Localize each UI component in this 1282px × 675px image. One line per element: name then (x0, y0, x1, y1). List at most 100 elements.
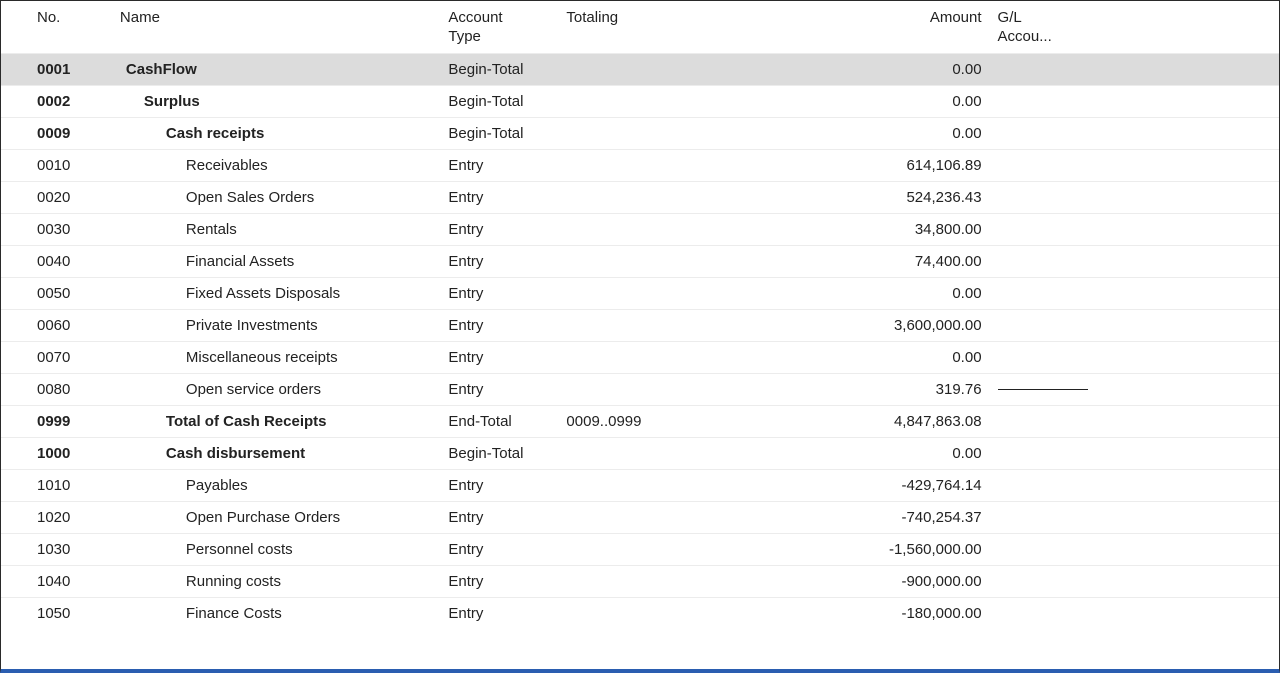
header-account-type[interactable]: Account Type (442, 1, 560, 53)
cell-no[interactable]: 1010 (1, 469, 114, 501)
cell-gl-account[interactable] (992, 405, 1279, 437)
table-row[interactable]: 0040Financial AssetsEntry 74,400.00 (1, 245, 1279, 277)
cell-name[interactable]: Rentals (114, 213, 442, 245)
cell-gl-account[interactable] (992, 597, 1279, 629)
cell-totaling[interactable] (560, 565, 827, 597)
cell-account-type[interactable]: Begin-Total (442, 85, 560, 117)
cell-totaling[interactable] (560, 245, 827, 277)
cell-totaling[interactable] (560, 181, 827, 213)
cell-gl-account[interactable] (992, 565, 1279, 597)
cell-amount[interactable]: 0.00 (827, 277, 991, 309)
header-totaling[interactable]: Totaling (560, 1, 827, 53)
header-no[interactable]: No. (1, 1, 114, 53)
cell-account-type[interactable]: Entry (442, 309, 560, 341)
cell-no[interactable]: 1030 (1, 533, 114, 565)
cell-name[interactable]: Total of Cash Receipts (114, 405, 442, 437)
cell-no[interactable]: 0002 (1, 85, 114, 117)
cell-amount[interactable]: 614,106.89 (827, 149, 991, 181)
cell-totaling[interactable] (560, 149, 827, 181)
table-row[interactable]: 1050Finance CostsEntry -180,000.00 (1, 597, 1279, 629)
cell-totaling[interactable] (560, 213, 827, 245)
cell-no[interactable]: 0070 (1, 341, 114, 373)
table-row[interactable]: 1040Running costsEntry-900,000.00 (1, 565, 1279, 597)
cell-account-type[interactable]: Begin-Total (442, 117, 560, 149)
cell-amount[interactable]: 319.76 (827, 373, 991, 405)
cell-no[interactable]: 0001 (1, 53, 114, 85)
cell-totaling[interactable] (560, 85, 827, 117)
cell-account-type[interactable]: Entry (442, 245, 560, 277)
table-row[interactable]: 0070Miscellaneous receiptsEntry 0.00 (1, 341, 1279, 373)
cell-account-type[interactable]: Entry (442, 373, 560, 405)
cell-amount[interactable]: 0.00 (827, 117, 991, 149)
cell-amount[interactable]: -180,000.00 (827, 597, 991, 629)
cell-gl-account[interactable] (992, 437, 1279, 469)
cell-account-type[interactable]: Entry (442, 149, 560, 181)
cell-name[interactable]: Private Investments (114, 309, 442, 341)
cell-no[interactable]: 0020 (1, 181, 114, 213)
header-name[interactable]: Name (114, 1, 442, 53)
cell-no[interactable]: 0010 (1, 149, 114, 181)
cell-amount[interactable]: -900,000.00 (827, 565, 991, 597)
cell-account-type[interactable]: End-Total (442, 405, 560, 437)
cell-gl-account[interactable] (992, 469, 1279, 501)
table-row[interactable]: 0002SurplusBegin-Total 0.00 (1, 85, 1279, 117)
cell-name[interactable]: Fixed Assets Disposals (114, 277, 442, 309)
cell-totaling[interactable] (560, 597, 827, 629)
table-row[interactable]: 1010PayablesEntry-429,764.14 (1, 469, 1279, 501)
cell-amount[interactable]: -429,764.14 (827, 469, 991, 501)
table-row[interactable]: 0001CashFlowBegin-Total0.00 (1, 53, 1279, 85)
table-row[interactable]: 0080Open service ordersEntry319.76 (1, 373, 1279, 405)
cell-name[interactable]: Surplus (114, 85, 442, 117)
cell-no[interactable]: 0009 (1, 117, 114, 149)
cell-gl-account[interactable] (992, 501, 1279, 533)
cell-account-type[interactable]: Entry (442, 181, 560, 213)
cell-name[interactable]: Open Sales Orders (114, 181, 442, 213)
cell-no[interactable]: 0050 (1, 277, 114, 309)
table-row[interactable]: 1020Open Purchase OrdersEntry-740,254.37 (1, 501, 1279, 533)
cell-amount[interactable]: 0.00 (827, 341, 991, 373)
cell-gl-account[interactable] (992, 341, 1279, 373)
cell-no[interactable]: 0999 (1, 405, 114, 437)
cell-name[interactable]: Cash disbursement (114, 437, 442, 469)
table-row[interactable]: 0030RentalsEntry34,800.00 (1, 213, 1279, 245)
gl-input-underline[interactable] (998, 389, 1088, 390)
cell-no[interactable]: 1000 (1, 437, 114, 469)
table-row[interactable]: 0050Fixed Assets DisposalsEntry0.00 (1, 277, 1279, 309)
header-gl-account[interactable]: G/L Accou... (992, 1, 1279, 53)
cell-amount[interactable]: 524,236.43 (827, 181, 991, 213)
cell-no[interactable]: 0060 (1, 309, 114, 341)
cell-name[interactable]: Open Purchase Orders (114, 501, 442, 533)
header-amount[interactable]: Amount (827, 1, 991, 53)
cell-gl-account[interactable] (992, 213, 1279, 245)
cell-account-type[interactable]: Entry (442, 597, 560, 629)
cell-name[interactable]: Running costs (114, 565, 442, 597)
cell-no[interactable]: 0030 (1, 213, 114, 245)
cell-name[interactable]: Financial Assets (114, 245, 442, 277)
cell-gl-account[interactable] (992, 309, 1279, 341)
cell-gl-account[interactable] (992, 373, 1279, 405)
table-row[interactable]: 1000Cash disbursementBegin-Total0.00 (1, 437, 1279, 469)
cell-account-type[interactable]: Entry (442, 341, 560, 373)
cell-amount[interactable]: 34,800.00 (827, 213, 991, 245)
cell-account-type[interactable]: Entry (442, 501, 560, 533)
cell-amount[interactable]: 74,400.00 (827, 245, 991, 277)
cell-amount[interactable]: 0.00 (827, 53, 991, 85)
cell-gl-account[interactable] (992, 149, 1279, 181)
cell-amount[interactable]: -740,254.37 (827, 501, 991, 533)
cell-name[interactable]: Finance Costs (114, 597, 442, 629)
cell-name[interactable]: Open service orders (114, 373, 442, 405)
table-row[interactable]: 0999Total of Cash ReceiptsEnd-Total0009.… (1, 405, 1279, 437)
cell-no[interactable]: 1050 (1, 597, 114, 629)
cell-no[interactable]: 1040 (1, 565, 114, 597)
cell-name[interactable]: Miscellaneous receipts (114, 341, 442, 373)
cell-account-type[interactable]: Begin-Total (442, 53, 560, 85)
cell-amount[interactable]: 4,847,863.08 (827, 405, 991, 437)
cell-totaling[interactable] (560, 53, 827, 85)
cell-totaling[interactable] (560, 501, 827, 533)
cell-amount[interactable]: 0.00 (827, 85, 991, 117)
cell-totaling[interactable] (560, 469, 827, 501)
cell-totaling[interactable] (560, 373, 827, 405)
cell-totaling[interactable] (560, 309, 827, 341)
cell-no[interactable]: 0040 (1, 245, 114, 277)
cell-gl-account[interactable] (992, 117, 1279, 149)
